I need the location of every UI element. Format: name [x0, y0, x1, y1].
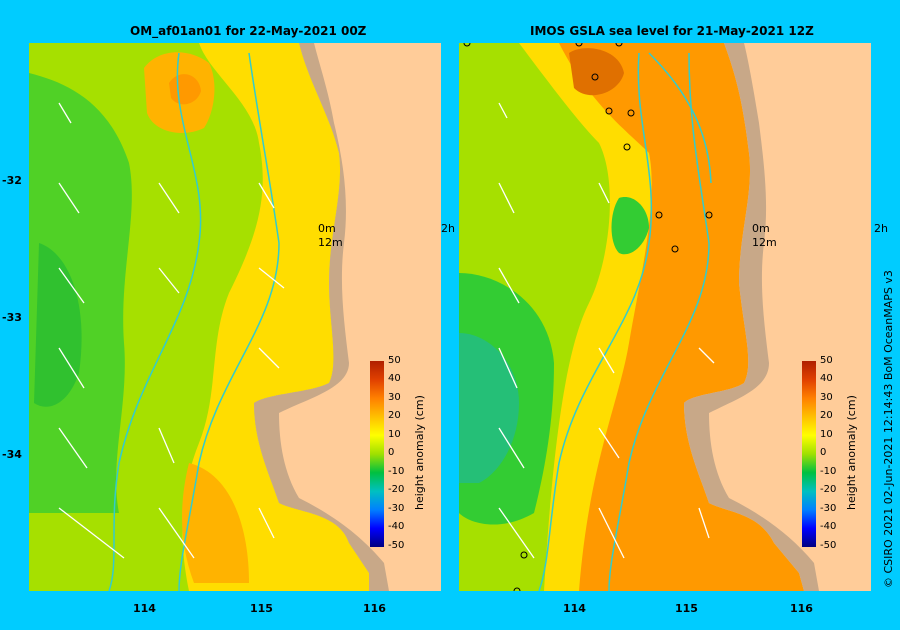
ref-12m-label: 12m [318, 236, 343, 249]
left-colorbar-ticks: 50 40 30 20 10 0 -10 -20 -30 -40 -50 [388, 355, 405, 551]
left-colorbar-label: height anomaly (cm) [413, 395, 426, 510]
lon-tick: 115 [250, 602, 273, 615]
lon-tick: 116 [790, 602, 813, 615]
credit-text: © CSIRO 2021 02-Jun-2021 12:14:43 BoM Oc… [882, 270, 895, 588]
lon-tick: 114 [563, 602, 586, 615]
right-colorbar-label: height anomaly (cm) [845, 395, 858, 510]
left-colorbar [370, 361, 384, 547]
lat-tick: -32 [2, 174, 22, 187]
lon-tick: 116 [363, 602, 386, 615]
edge-2h-label: 2h [441, 222, 455, 235]
lat-tick: -33 [2, 311, 22, 324]
ref-0m-label: 0m [752, 222, 770, 235]
right-colorbar [802, 361, 816, 547]
right-map[interactable] [459, 43, 871, 591]
lat-tick: -34 [2, 448, 22, 461]
ref-12m-label: 12m [752, 236, 777, 249]
lon-tick: 115 [675, 602, 698, 615]
edge-2h-label: 2h [874, 222, 888, 235]
lon-tick: 114 [133, 602, 156, 615]
ref-0m-label: 0m [318, 222, 336, 235]
right-colorbar-ticks: 50 40 30 20 10 0 -10 -20 -30 -40 -50 [820, 355, 837, 551]
left-panel-title: OM_af01an01 for 22-May-2021 00Z [130, 24, 367, 38]
left-map[interactable] [29, 43, 441, 591]
right-panel-title: IMOS GSLA sea level for 21-May-2021 12Z [530, 24, 814, 38]
